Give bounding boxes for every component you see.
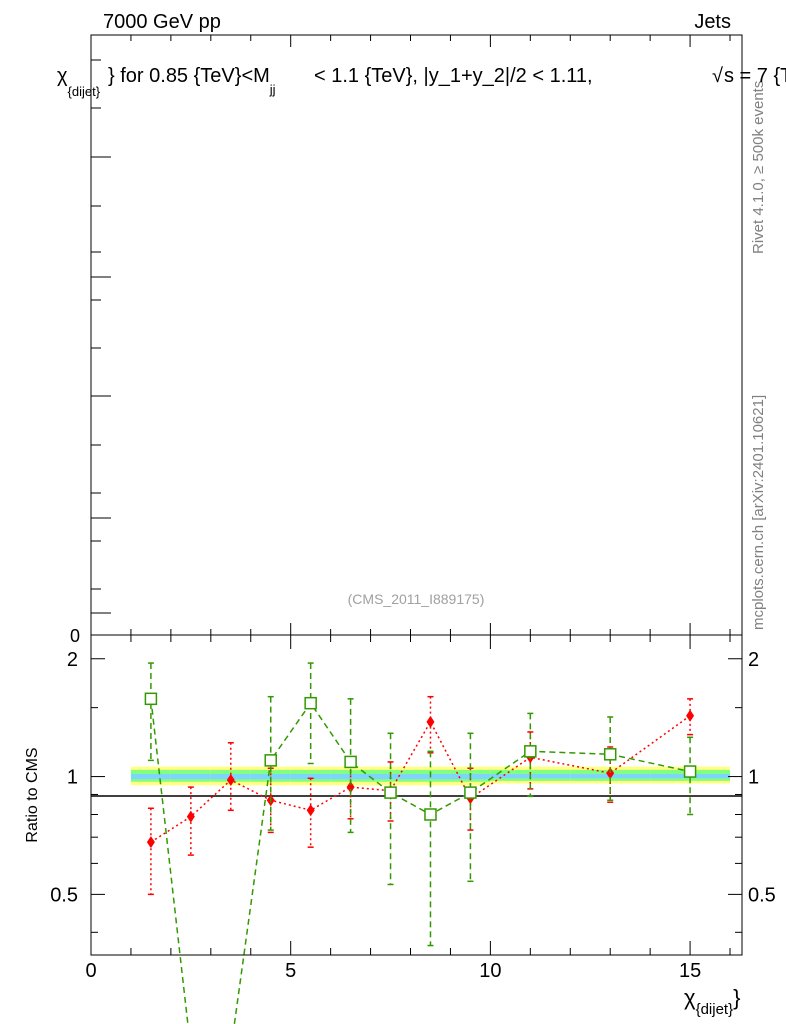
data-point bbox=[683, 765, 697, 778]
main-panel-frame bbox=[90, 34, 743, 636]
x-axis-label: χ{dijet}} bbox=[684, 985, 740, 1018]
data-point bbox=[603, 748, 617, 761]
mcplots-label: mcplots.cern.ch [arXiv:2401.10621] bbox=[750, 395, 767, 630]
data-point bbox=[344, 755, 357, 769]
x-tick-label: 10 bbox=[479, 960, 501, 982]
rivet-label: Rivet 4.1.0, ≥ 500k events bbox=[750, 81, 767, 254]
tick-labels: 0 5 10 15 0.5 0.5 1 1 2 2 bbox=[50, 649, 776, 982]
series-line bbox=[150, 715, 691, 843]
y-axis-label: Ratio to CMS bbox=[24, 747, 41, 842]
title-sqrt: √ bbox=[712, 65, 723, 87]
data-point bbox=[424, 808, 437, 821]
data-point bbox=[306, 804, 315, 817]
y-tick-label-right: 1 bbox=[748, 767, 759, 789]
ratio-panel-frame bbox=[90, 634, 743, 956]
data-point bbox=[384, 786, 397, 799]
title-mjj-sub: jj bbox=[269, 82, 276, 97]
series-1 bbox=[144, 662, 697, 1024]
x-tick-label: 0 bbox=[85, 960, 96, 982]
main-title: χ{dijet} } for 0.85 {TeV}<Mjj < 1.1 {TeV},… bbox=[57, 65, 786, 99]
data-point bbox=[264, 754, 277, 767]
title-chi-sub: {dijet} bbox=[68, 84, 101, 99]
category-label: Jets bbox=[694, 11, 731, 33]
data-point bbox=[346, 781, 355, 794]
x-tick-label: 15 bbox=[679, 960, 701, 982]
ratio-panel-ticks bbox=[90, 635, 742, 955]
data-point bbox=[524, 745, 537, 758]
main-y-tick-zero: 0 bbox=[70, 626, 80, 646]
data-point bbox=[226, 773, 235, 786]
y-tick-label: 2 bbox=[67, 649, 78, 671]
x-label-sub: {dijet} bbox=[696, 1001, 734, 1018]
data-point bbox=[146, 836, 155, 849]
band-center bbox=[250, 774, 291, 780]
title-part2: < 1.1 {TeV}, |y_1+y_2|/2 < 1.11, bbox=[314, 65, 593, 87]
watermark: (CMS_2011_I889175) bbox=[348, 591, 485, 607]
data-point bbox=[304, 696, 317, 710]
data-point bbox=[144, 692, 158, 706]
x-tick-label: 5 bbox=[285, 960, 296, 982]
x-label-chi: χ bbox=[684, 985, 696, 1010]
band-center bbox=[130, 774, 171, 780]
y-tick-label-right: 0.5 bbox=[748, 884, 776, 906]
title-part3: s = 7 {TeV} bbox=[724, 65, 786, 87]
band-center bbox=[170, 774, 211, 780]
data-point bbox=[686, 709, 695, 722]
data-point bbox=[426, 715, 435, 728]
data-point bbox=[464, 786, 477, 799]
title-part1: } for 0.85 {TeV}<M bbox=[108, 65, 270, 87]
main-panel-ticks bbox=[90, 34, 731, 635]
data-point bbox=[186, 810, 195, 823]
data-series bbox=[144, 662, 697, 1024]
y-tick-label: 1 bbox=[67, 767, 78, 789]
y-tick-label-right: 2 bbox=[748, 649, 759, 671]
x-label-brace: } bbox=[733, 985, 740, 1010]
series-line bbox=[150, 698, 691, 1024]
energy-label: 7000 GeV pp bbox=[103, 11, 221, 33]
data-point bbox=[606, 767, 615, 780]
title-chi: χ bbox=[57, 65, 68, 87]
y-tick-label: 0.5 bbox=[50, 884, 78, 906]
band-center bbox=[290, 774, 331, 780]
